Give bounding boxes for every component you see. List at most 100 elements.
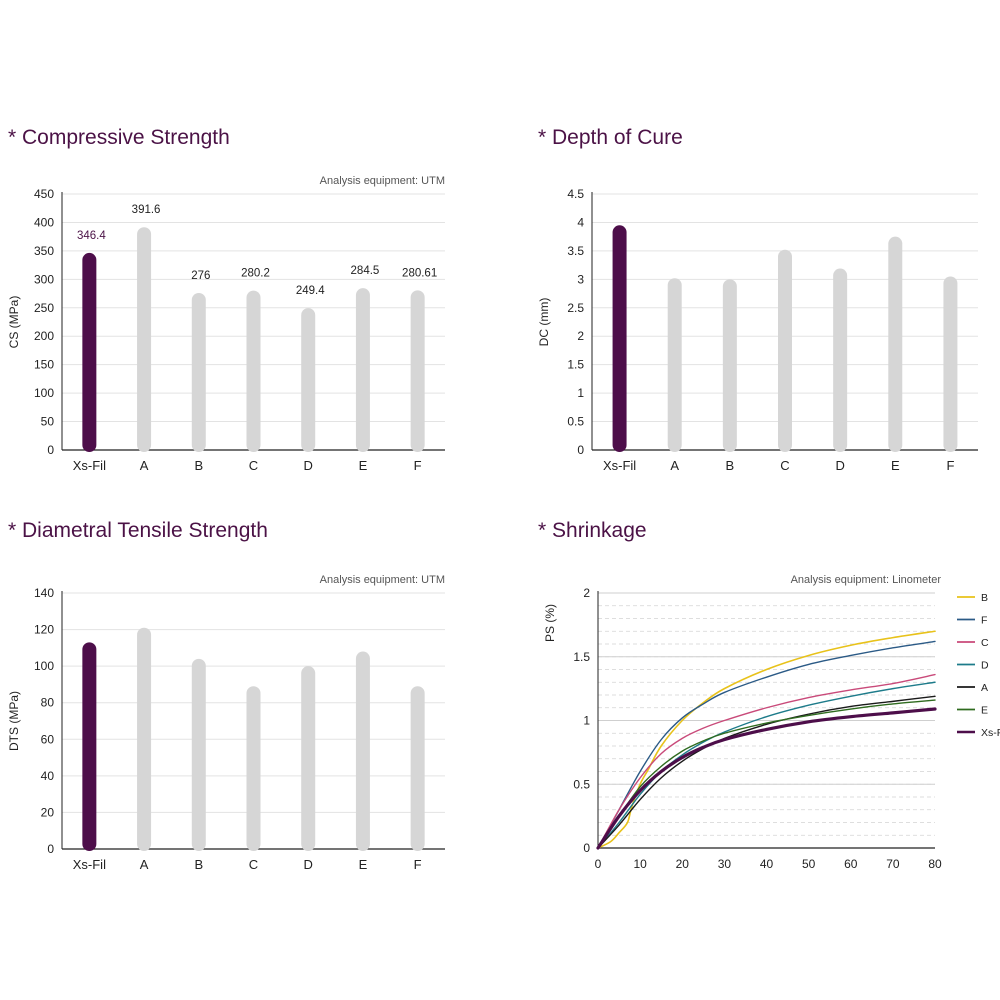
x-tick-label: B bbox=[194, 458, 203, 473]
data-label: 280.2 bbox=[241, 268, 270, 280]
y-axis-label: CS (MPa) bbox=[7, 296, 21, 349]
depth-of-cure-chart: 0 0.5 1 1.5 2 2.5 3 3.5 4 4.5 DC (mm) Xs-Fil A B C D E F bbox=[537, 187, 978, 473]
y-tick-label: 0 bbox=[583, 841, 590, 855]
x-tick-label: B bbox=[194, 857, 203, 872]
y-tick-label: 250 bbox=[34, 301, 54, 315]
x-tick-label: D bbox=[304, 458, 313, 473]
bar-e bbox=[355, 651, 370, 851]
y-tick-label: 2 bbox=[583, 586, 590, 600]
bar-c bbox=[246, 686, 261, 851]
x-tick-label: E bbox=[359, 458, 368, 473]
x-tick-label: 0 bbox=[595, 857, 602, 871]
x-tick-label: 80 bbox=[928, 857, 942, 871]
y-tick-label: 3.5 bbox=[567, 244, 584, 258]
bar-a bbox=[137, 627, 152, 851]
y-tick-label: 1 bbox=[583, 714, 590, 728]
y-tick-label: 100 bbox=[34, 659, 54, 673]
bar-a bbox=[667, 278, 682, 452]
y-tick-label: 350 bbox=[34, 244, 54, 258]
diametral-tensile-strength-chart: 0 20 40 60 80 100 120 140 DTS (MPa) Analysis equi… bbox=[7, 574, 445, 872]
y-axis-label: DC (mm) bbox=[537, 298, 551, 347]
bar-b bbox=[191, 658, 206, 851]
y-tick-label: 300 bbox=[34, 272, 54, 286]
shrinkage-panel: * Shrinkage 0 0.5 1 1.5 2 0 10 20 30 40 50 60 70 80 PS… bbox=[530, 513, 1000, 883]
data-label: 284.5 bbox=[351, 265, 380, 277]
data-label: 391.6 bbox=[132, 204, 161, 216]
legend-label: F bbox=[981, 615, 987, 627]
y-tick-label: 20 bbox=[41, 805, 55, 819]
panel-title: * Depth of Cure bbox=[538, 126, 683, 149]
y-tick-label: 0 bbox=[47, 443, 54, 457]
y-tick-label: 0 bbox=[577, 443, 584, 457]
bar-b bbox=[191, 292, 206, 452]
bar-d bbox=[301, 308, 316, 452]
x-tick-label: 20 bbox=[676, 857, 690, 871]
panel-title: * Compressive Strength bbox=[8, 126, 230, 149]
x-tick-label: 70 bbox=[886, 857, 900, 871]
y-tick-label: 0.5 bbox=[567, 415, 584, 429]
x-tick-label: E bbox=[359, 857, 368, 872]
y-tick-label: 50 bbox=[41, 415, 55, 429]
x-tick-label: F bbox=[946, 458, 954, 473]
diametral-tensile-strength-panel: * Diametral Tensile Strength 0 20 40 60 80 10… bbox=[0, 513, 470, 883]
equipment-note: Analysis equipment: UTM bbox=[320, 574, 445, 586]
y-tick-label: 1.5 bbox=[567, 358, 584, 372]
bar-xs-fil bbox=[612, 225, 627, 452]
bar-a bbox=[137, 227, 152, 452]
equipment-note: Analysis equipment: Linometer bbox=[791, 574, 942, 586]
y-tick-label: 400 bbox=[34, 215, 54, 229]
bar-c bbox=[778, 249, 792, 452]
data-label: 276 bbox=[191, 270, 210, 282]
data-label: 249.4 bbox=[296, 285, 325, 297]
y-tick-label: 3 bbox=[577, 272, 584, 286]
x-tick-label: C bbox=[249, 458, 258, 473]
series-line-e bbox=[597, 699, 936, 849]
x-tick-label: 10 bbox=[633, 857, 647, 871]
depth-of-cure-panel: * Depth of Cure 0 0.5 1 1.5 2 2.5 3 3.5 4 4.5 DC (… bbox=[530, 120, 1000, 490]
y-tick-label: 140 bbox=[34, 586, 54, 600]
data-label: 280.61 bbox=[402, 267, 437, 279]
series-line-f bbox=[597, 640, 936, 849]
y-tick-label: 80 bbox=[41, 696, 55, 710]
series-line-b bbox=[597, 630, 936, 849]
y-tick-label: 150 bbox=[34, 358, 54, 372]
equipment-note: Analysis equipment: UTM bbox=[320, 175, 445, 187]
x-tick-label: D bbox=[835, 458, 844, 473]
y-tick-label: 120 bbox=[34, 623, 54, 637]
series-line-a bbox=[597, 695, 936, 849]
x-tick-label: C bbox=[249, 857, 258, 872]
y-axis-label: PS (%) bbox=[543, 604, 557, 642]
x-tick-label: Xs-Fil bbox=[73, 458, 106, 473]
bar-f bbox=[410, 290, 425, 452]
y-tick-label: 40 bbox=[41, 769, 55, 783]
x-tick-label: 40 bbox=[760, 857, 774, 871]
legend-label: E bbox=[981, 705, 988, 717]
bar-f bbox=[943, 276, 958, 452]
legend-label: Xs-Fil bbox=[981, 727, 1000, 739]
bar-e bbox=[888, 236, 903, 452]
x-tick-label: B bbox=[726, 458, 735, 473]
x-tick-label: Xs-Fil bbox=[73, 857, 106, 872]
bar-f bbox=[410, 686, 425, 851]
compressive-strength-panel: * Compressive Strength 0 50 100 150 200 250 30… bbox=[0, 120, 470, 490]
legend-label: C bbox=[981, 637, 989, 649]
x-tick-label: A bbox=[670, 458, 679, 473]
x-tick-label: 60 bbox=[844, 857, 858, 871]
legend-label: A bbox=[981, 682, 988, 694]
x-tick-label: C bbox=[780, 458, 789, 473]
bar-d bbox=[833, 268, 848, 452]
x-tick-label: A bbox=[140, 458, 149, 473]
x-tick-label: 50 bbox=[802, 857, 816, 871]
legend-label: B bbox=[981, 592, 988, 604]
y-tick-label: 60 bbox=[41, 732, 55, 746]
y-tick-label: 4.5 bbox=[567, 187, 584, 201]
x-tick-label: E bbox=[891, 458, 900, 473]
bar-c bbox=[246, 290, 261, 452]
x-tick-label: 30 bbox=[718, 857, 732, 871]
bar-xs-fil bbox=[82, 642, 97, 851]
series-line-c bbox=[597, 673, 936, 849]
y-tick-label: 1.5 bbox=[573, 650, 590, 664]
bar-b bbox=[722, 279, 737, 452]
y-tick-label: 0.5 bbox=[573, 777, 590, 791]
